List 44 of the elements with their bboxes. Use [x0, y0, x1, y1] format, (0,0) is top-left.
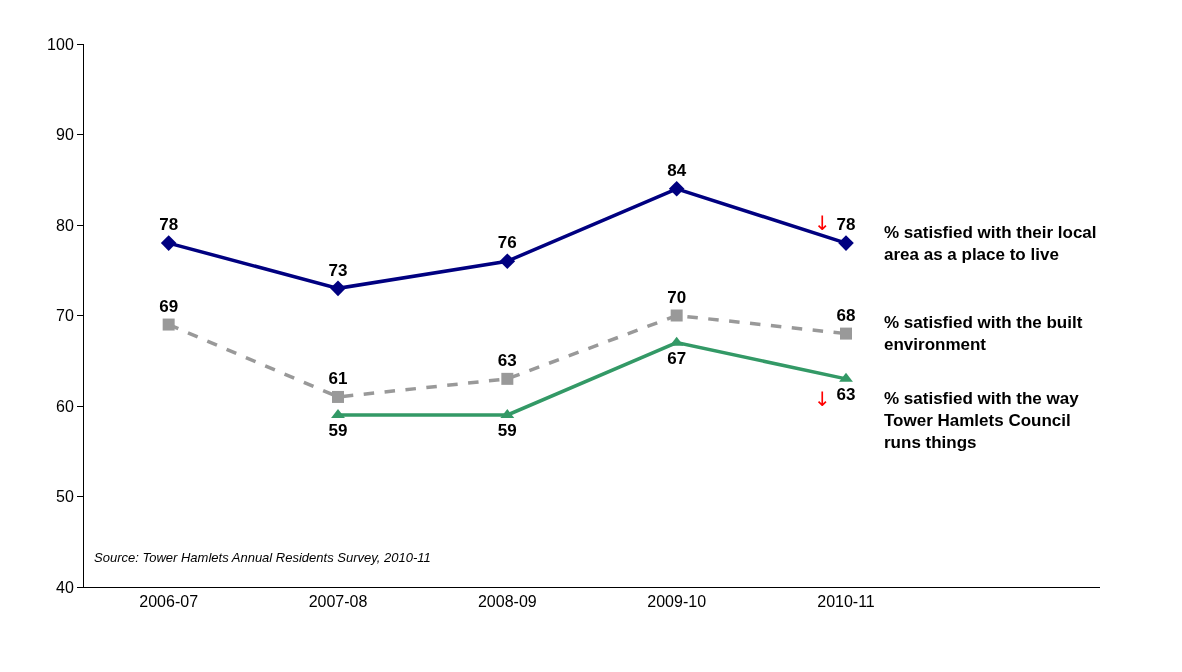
- data-label: 78: [159, 215, 179, 235]
- annotation: ↓: [814, 387, 831, 411]
- data-label: 68: [836, 305, 856, 325]
- x-tick-label: 2006-07: [139, 593, 199, 611]
- x-tick-label: 2007-08: [308, 593, 368, 611]
- series-label: % satisfied with the way Tower Hamlets Council runs things: [884, 389, 1080, 453]
- point: [499, 253, 516, 269]
- series-label: % satisfied with the built environment: [884, 313, 1083, 355]
- data-label: 73: [328, 260, 348, 280]
- data-label: 63: [497, 351, 517, 371]
- data-label: 69: [159, 296, 179, 316]
- y-tick-label: 40: [56, 578, 74, 596]
- data-label: 70: [667, 287, 687, 307]
- y-tick-label: 70: [56, 307, 74, 325]
- data-label: 61: [328, 369, 348, 389]
- y-tick-label: 100: [47, 35, 74, 53]
- y-tick-label: 80: [56, 216, 74, 234]
- y-tick-label: 90: [56, 126, 74, 144]
- point: [840, 327, 852, 340]
- data-label: 67: [667, 348, 687, 368]
- x-tick-label: 2010-11: [817, 593, 875, 611]
- y-tick-label: 50: [56, 488, 74, 506]
- point: [331, 409, 345, 419]
- data-label: 78: [836, 215, 856, 235]
- point: [330, 280, 346, 297]
- point: [160, 235, 177, 251]
- series-label: % satisfied with their local area as a place to live: [884, 223, 1097, 265]
- point: [838, 235, 854, 251]
- x-tick-label: 2008-09: [477, 593, 537, 611]
- x-tick-label: 2009-10: [647, 593, 707, 611]
- data-label: 59: [497, 421, 517, 441]
- data-label: 76: [497, 233, 517, 253]
- point: [332, 390, 344, 403]
- point: [501, 372, 514, 385]
- data-label: 84: [667, 161, 687, 181]
- data-label: 63: [836, 385, 856, 405]
- point: [839, 372, 853, 382]
- point: [670, 309, 683, 322]
- annotation: Source: Tower Hamlets Annual Residents Survey, 2010-11: [94, 550, 431, 565]
- y-tick-label: 60: [56, 397, 74, 415]
- data-label: 59: [328, 421, 348, 441]
- annotation: ↓: [814, 211, 831, 235]
- point: [162, 318, 175, 331]
- point: [668, 181, 685, 197]
